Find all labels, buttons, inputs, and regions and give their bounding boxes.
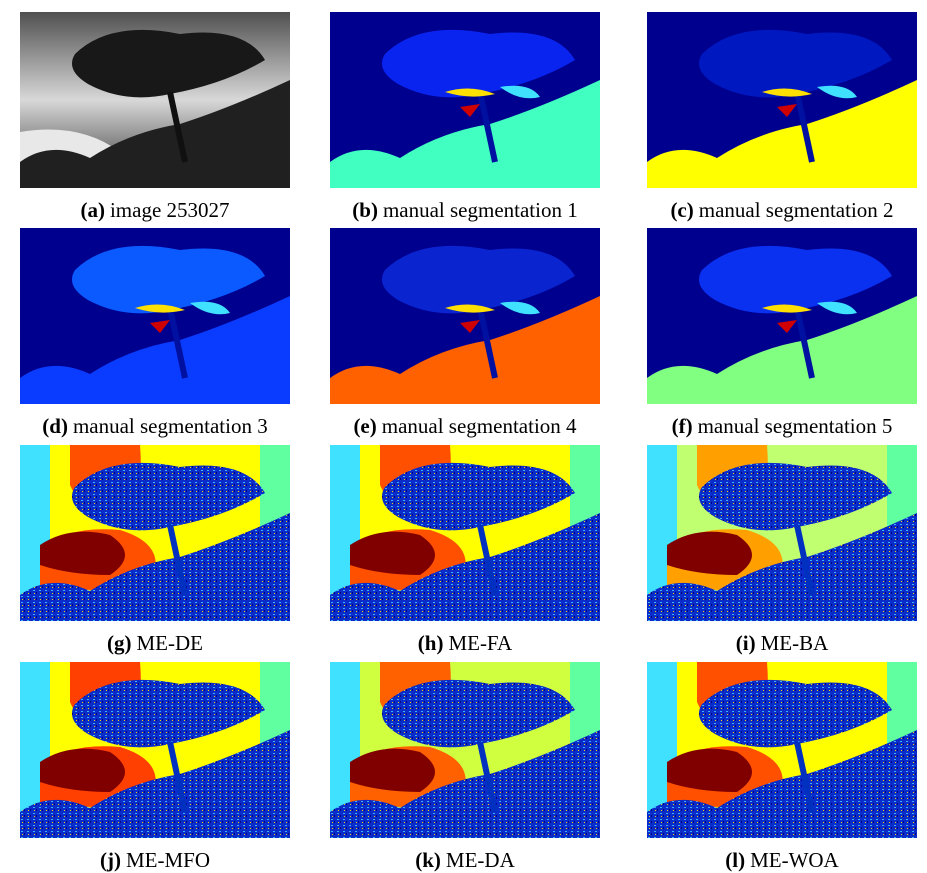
panel-image (330, 228, 600, 404)
panel: (c) manual segmentation 2 (632, 12, 927, 223)
panel-image (647, 445, 917, 621)
panel: (f)manual segmentation 5 (632, 228, 927, 439)
caption-text: ME-WOA (750, 848, 839, 872)
panel: (i)ME-BA (632, 445, 927, 656)
caption-text: ME-BA (761, 631, 829, 655)
caption: (e) manual segmentation 4 (315, 414, 615, 439)
caption-label: (h) (418, 631, 444, 655)
image-region (667, 749, 752, 792)
caption-text: ME-FA (448, 631, 512, 655)
caption-text: manual segmentation 4 (382, 414, 577, 438)
caption: (a)image 253027 (5, 198, 305, 223)
caption: (b)manual segmentation 1 (315, 198, 615, 223)
caption-label: (i) (736, 631, 756, 655)
caption: (j)ME-MFO (5, 848, 305, 873)
caption-text: ME-MFO (126, 848, 210, 872)
panel: (k)ME-DA (315, 662, 615, 873)
panel: (d)manual segmentation 3 (5, 228, 305, 439)
panel-image (647, 662, 917, 838)
caption: (d)manual segmentation 3 (5, 414, 305, 439)
caption: (c) manual segmentation 2 (632, 198, 927, 223)
panel-image (20, 228, 290, 404)
caption-label: (a) (80, 198, 105, 222)
panel: (l)ME-WOA (632, 662, 927, 873)
panel-image (20, 12, 290, 188)
image-region (40, 749, 125, 792)
panel: (j)ME-MFO (5, 662, 305, 873)
panel: (h)ME-FA (315, 445, 615, 656)
caption: (l)ME-WOA (632, 848, 927, 873)
panel: (e) manual segmentation 4 (315, 228, 615, 439)
caption: (f)manual segmentation 5 (632, 414, 927, 439)
caption-label: (k) (415, 848, 441, 872)
panel-image (20, 445, 290, 621)
panel: (a)image 253027 (5, 12, 305, 223)
panel-image (330, 445, 600, 621)
panel-image (647, 12, 917, 188)
caption-text: manual segmentation 3 (73, 414, 268, 438)
figure: (a)image 253027(b)manual segmentation 1(… (0, 0, 927, 873)
caption-text: manual segmentation 5 (698, 414, 893, 438)
caption-label: (d) (42, 414, 68, 438)
caption-label: (f) (672, 414, 693, 438)
caption: (k)ME-DA (315, 848, 615, 873)
panel-image (330, 662, 600, 838)
panel: (b)manual segmentation 1 (315, 12, 615, 223)
caption: (g)ME-DE (5, 631, 305, 656)
caption-text: image 253027 (110, 198, 230, 222)
caption-label: (b) (352, 198, 378, 222)
caption-label: (g) (107, 631, 132, 655)
panel: (g)ME-DE (5, 445, 305, 656)
caption-text: ME-DA (446, 848, 515, 872)
image-region (350, 532, 435, 575)
caption-label: (c) (670, 198, 693, 222)
panel-image (20, 662, 290, 838)
image-region (350, 749, 435, 792)
panel-image (647, 228, 917, 404)
caption-text: ME-DE (137, 631, 204, 655)
caption-label: (l) (725, 848, 745, 872)
image-region (40, 532, 125, 575)
caption-label: (e) (353, 414, 376, 438)
image-region (667, 532, 752, 575)
caption-text: manual segmentation 2 (699, 198, 894, 222)
caption-text: manual segmentation 1 (383, 198, 578, 222)
panel-image (330, 12, 600, 188)
caption: (i)ME-BA (632, 631, 927, 656)
caption-label: (j) (100, 848, 121, 872)
caption: (h)ME-FA (315, 631, 615, 656)
